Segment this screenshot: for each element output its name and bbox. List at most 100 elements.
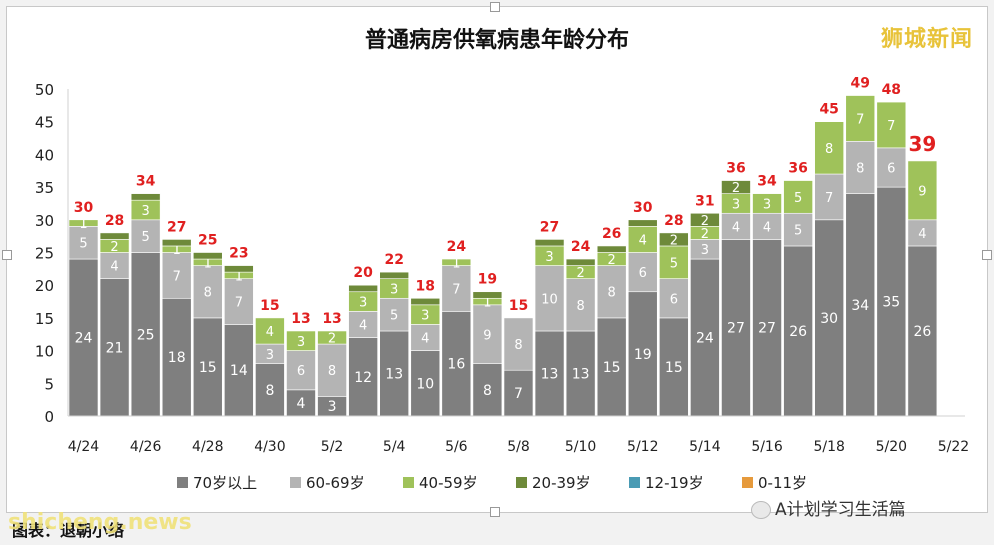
bar-data-label: 4 xyxy=(110,260,118,275)
wechat-source-label: A计划学习生活篇 xyxy=(775,500,906,520)
figure-caption: 图表：退朝小络 xyxy=(12,521,125,540)
bar-data-label: 7 xyxy=(514,386,523,402)
bar-data-label: 8 xyxy=(204,286,212,301)
bar-segment xyxy=(441,311,472,417)
bar-total-label: 45 xyxy=(819,102,838,118)
bar-segment xyxy=(161,239,192,247)
bar-segment xyxy=(845,193,876,417)
resize-handle-right[interactable] xyxy=(982,250,992,260)
bar-total-label: 13 xyxy=(291,311,310,327)
legend-swatch xyxy=(742,477,753,488)
bar-data-label: 8 xyxy=(608,286,616,301)
bar-segment xyxy=(690,258,720,417)
bar-data-label: 24 xyxy=(75,331,93,347)
resize-handle-top[interactable] xyxy=(490,2,500,12)
bar-segment xyxy=(255,317,285,345)
bar-data-label: 4 xyxy=(359,318,367,333)
legend-swatch xyxy=(177,477,188,488)
bar-total-label: 28 xyxy=(664,213,683,229)
bar-segment xyxy=(192,252,223,260)
bar-total-label: 26 xyxy=(602,226,621,242)
bar-segment xyxy=(224,265,254,273)
bar-data-label: 2 xyxy=(701,227,709,242)
bar-data-label: 2 xyxy=(732,181,740,196)
bar-data-label: 3 xyxy=(545,250,553,265)
bar-segment xyxy=(379,297,410,332)
bar-segment xyxy=(130,193,161,201)
bar-data-label: 2 xyxy=(110,240,118,255)
bar-segment xyxy=(534,239,565,247)
bar-segment xyxy=(379,330,410,417)
legend-label: 40-59岁 xyxy=(419,474,478,492)
bar-data-label: 1 xyxy=(204,256,212,271)
bar-data-label: 13 xyxy=(541,366,559,382)
bar-data-label: 21 xyxy=(106,340,124,356)
bar-data-label: 6 xyxy=(887,161,895,176)
bar-data-label: 8 xyxy=(825,142,833,157)
bar-data-label: 3 xyxy=(266,348,274,363)
bar-segment xyxy=(690,212,720,227)
bar-segment xyxy=(286,350,316,391)
resize-handle-bottom[interactable] xyxy=(490,507,500,517)
bar-data-label: 8 xyxy=(265,383,274,399)
bar-data-label: 9 xyxy=(918,184,926,199)
legend-label: 60-69岁 xyxy=(306,474,365,492)
bar-data-label: 3 xyxy=(359,296,367,311)
x-tick-label: 4/24 xyxy=(68,439,100,455)
bar-segment xyxy=(876,186,907,417)
x-tick-label: 5/8 xyxy=(507,439,530,455)
x-tick-label: 4/30 xyxy=(254,439,285,455)
bar-data-label: 16 xyxy=(447,357,465,373)
bar-data-label: 27 xyxy=(727,321,745,337)
bar-data-label: 8 xyxy=(514,338,522,353)
watermark-text: shicheng.news xyxy=(8,510,192,535)
bar-total-label: 15 xyxy=(509,298,528,314)
bar-segment xyxy=(845,95,876,142)
bar-segment xyxy=(659,232,689,247)
x-tick-label: 4/28 xyxy=(192,439,223,455)
bar-data-label: 5 xyxy=(794,224,802,239)
bar-data-label: 5 xyxy=(79,237,87,252)
x-tick-label: 5/20 xyxy=(876,439,907,455)
bar-data-label: 2 xyxy=(328,332,336,347)
bar-data-label: 15 xyxy=(199,360,217,376)
bar-data-label: 2 xyxy=(608,253,616,268)
wechat-source: A计划学习生活篇 xyxy=(751,495,906,520)
y-tick-label: 45 xyxy=(35,114,54,132)
bar-segment xyxy=(752,193,782,214)
bar-data-label: 27 xyxy=(758,321,776,337)
resize-handle-left[interactable] xyxy=(2,250,12,260)
x-axis: 4/24 4/26 4/28 4/30 5/2 5/4 5/6 5/8 5/10 5/12 5/14… xyxy=(68,415,969,455)
bar-segment xyxy=(534,265,565,332)
bar-segment xyxy=(752,212,782,240)
y-tick-label: 10 xyxy=(35,343,54,361)
bar-segment xyxy=(814,121,844,175)
bar-segment xyxy=(379,271,410,279)
bar-data-label: 1 xyxy=(235,269,243,284)
bar-data-label: 3 xyxy=(390,282,398,297)
bar-segment xyxy=(627,219,658,227)
bar-total-label: 48 xyxy=(882,82,901,98)
bar-segment xyxy=(627,252,658,293)
y-axis: 0 5 10 15 20 25 30 35 40 45 50 xyxy=(35,81,69,426)
bar-segment xyxy=(659,245,689,279)
bar-total-label: 30 xyxy=(633,200,653,216)
bar-data-label: 2 xyxy=(576,266,584,281)
y-tick-label: 35 xyxy=(35,179,54,197)
bar-segment xyxy=(565,278,596,332)
legend: 70岁以上 60-69岁 40-59岁 20-39岁 12-19岁 0-11岁 xyxy=(177,474,807,492)
bar-data-label: 1 xyxy=(79,217,87,232)
legend-swatch xyxy=(403,477,414,488)
bar-total-label: 34 xyxy=(757,174,777,190)
bar-segment xyxy=(783,180,813,214)
legend-label: 20-39岁 xyxy=(532,474,591,492)
bar-data-label: 5 xyxy=(390,309,398,324)
bar-data-label: 3 xyxy=(763,197,771,212)
bar-total-label: 22 xyxy=(384,252,403,268)
bar-segment xyxy=(68,219,99,227)
legend-swatch xyxy=(516,477,527,488)
y-tick-label: 5 xyxy=(44,375,54,393)
x-tick-label: 5/22 xyxy=(938,439,969,455)
bar-data-label: 24 xyxy=(696,331,714,347)
x-tick-label: 5/6 xyxy=(445,439,468,455)
